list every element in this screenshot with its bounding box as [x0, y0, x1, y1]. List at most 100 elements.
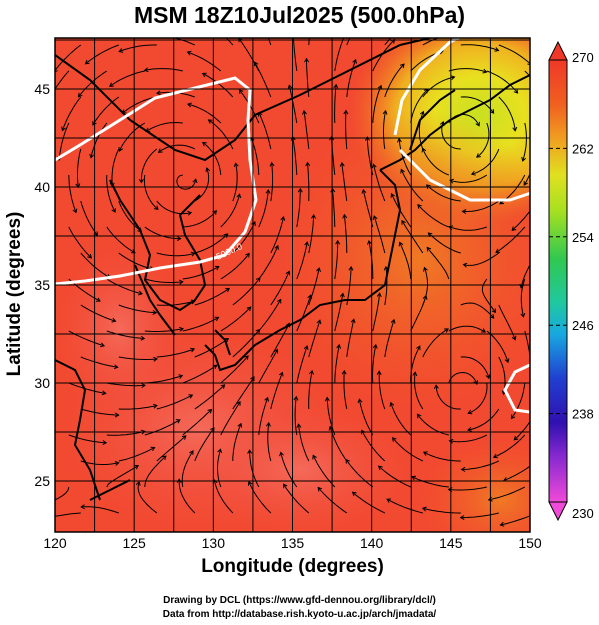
- streamline-arrow: [303, 345, 309, 351]
- streamline-arrow: [504, 358, 510, 364]
- streamline-arrow: [449, 178, 455, 184]
- streamline-arrow: [345, 458, 350, 464]
- streamline-arrow: [186, 102, 192, 108]
- streamline-arrow: [489, 109, 495, 114]
- streamline: [280, 452, 298, 488]
- streamline-arrow: [411, 475, 417, 481]
- streamline: [182, 364, 217, 384]
- streamline: [352, 491, 386, 514]
- streamline-arrow: [118, 48, 124, 53]
- streamline: [343, 214, 348, 254]
- streamline-arrow: [412, 371, 418, 377]
- streamline: [460, 356, 490, 379]
- streamline-arrow: [279, 451, 284, 457]
- streamline-arrow: [265, 189, 271, 194]
- streamline-arrow: [470, 170, 476, 176]
- streamline-arrow: [55, 70, 58, 73]
- streamline: [140, 148, 158, 183]
- streamline: [80, 408, 119, 416]
- streamline-arrow: [421, 147, 427, 153]
- streamline: [296, 188, 301, 228]
- streamline: [417, 413, 449, 436]
- streamline: [118, 405, 158, 410]
- streamline: [303, 110, 310, 150]
- streamline-arrow: [421, 506, 427, 512]
- streamline-arrow: [247, 449, 253, 454]
- streamline-arrow: [426, 246, 432, 252]
- streamline-arrow: [302, 109, 307, 115]
- streamline-arrow: [492, 453, 498, 459]
- streamline-arrow: [47, 99, 51, 103]
- streamline-arrow: [475, 121, 480, 127]
- streamline-arrow: [312, 7, 316, 11]
- streamline-arrow: [95, 297, 101, 302]
- streamline: [384, 63, 405, 98]
- streamline: [386, 498, 423, 514]
- streamline-arrow: [513, 435, 519, 441]
- streamline: [460, 96, 495, 114]
- streamline-arrow: [455, 32, 459, 36]
- streamline-arrow: [336, 343, 342, 349]
- streamline: [523, 172, 530, 186]
- temperature-field: [55, 38, 530, 532]
- streamline-arrow: [513, 88, 519, 94]
- streamline: [400, 169, 424, 202]
- streamline: [258, 189, 269, 228]
- streamline-arrow: [238, 89, 244, 94]
- streamline-arrow: [459, 515, 465, 521]
- streamline: [372, 85, 382, 124]
- streamline: [194, 233, 228, 254]
- streamline: [144, 419, 181, 436]
- streamline-arrow: [214, 265, 220, 271]
- streamline: [308, 320, 321, 358]
- streamline-arrow: [237, 422, 243, 428]
- streamline: [383, 110, 387, 150]
- streamline-arrow: [511, 226, 517, 231]
- streamline: [267, 422, 272, 462]
- streamline-arrow: [377, 84, 383, 90]
- streamline-arrow: [450, 75, 456, 81]
- streamline-arrow: [339, 161, 345, 167]
- streamline: [220, 194, 241, 228]
- streamline: [80, 304, 116, 322]
- streamline-arrow: [255, 277, 261, 282]
- streamline: [345, 110, 348, 150]
- streamline: [422, 507, 461, 514]
- streamline-arrow: [205, 19, 209, 23]
- streamline: [488, 486, 526, 501]
- streamline-arrow: [233, 162, 239, 168]
- streamline-arrow: [309, 369, 314, 375]
- streamline-arrow: [190, 299, 196, 305]
- streamline-arrow: [276, 298, 282, 304]
- streamline-arrow: [135, 480, 141, 486]
- streamline: [460, 512, 499, 519]
- streamline-arrow: [202, 141, 207, 147]
- streamline-arrow: [145, 127, 151, 133]
- streamline-arrow: [285, 322, 291, 328]
- streamline: [178, 479, 196, 514]
- streamline-arrow: [291, 33, 295, 37]
- credit-data: Data from http://database.rish.kyoto-u.a…: [162, 609, 437, 620]
- streamline-arrow: [109, 182, 115, 188]
- streamline-arrow: [258, 8, 262, 12]
- streamline-arrow: [467, 409, 473, 415]
- streamline: [371, 344, 377, 384]
- streamline-arrow: [113, 364, 119, 370]
- x-tick-label: 135: [281, 535, 305, 551]
- streamline: [372, 293, 381, 332]
- streamline: [77, 148, 82, 188]
- streamline: [232, 277, 261, 306]
- streamline-arrow: [257, 111, 263, 117]
- streamline: [118, 200, 142, 232]
- streamline-arrow: [396, 137, 402, 143]
- streamline: [307, 162, 310, 201]
- streamline-arrow: [143, 67, 149, 73]
- streamline-arrow: [273, 348, 279, 354]
- streamline-arrow: [376, 370, 382, 375]
- streamline: [448, 486, 487, 491]
- streamline: [254, 61, 272, 98]
- streamline-arrow: [153, 356, 158, 362]
- streamline: [524, 330, 530, 362]
- streamline: [68, 226, 92, 259]
- streamline: [441, 121, 461, 150]
